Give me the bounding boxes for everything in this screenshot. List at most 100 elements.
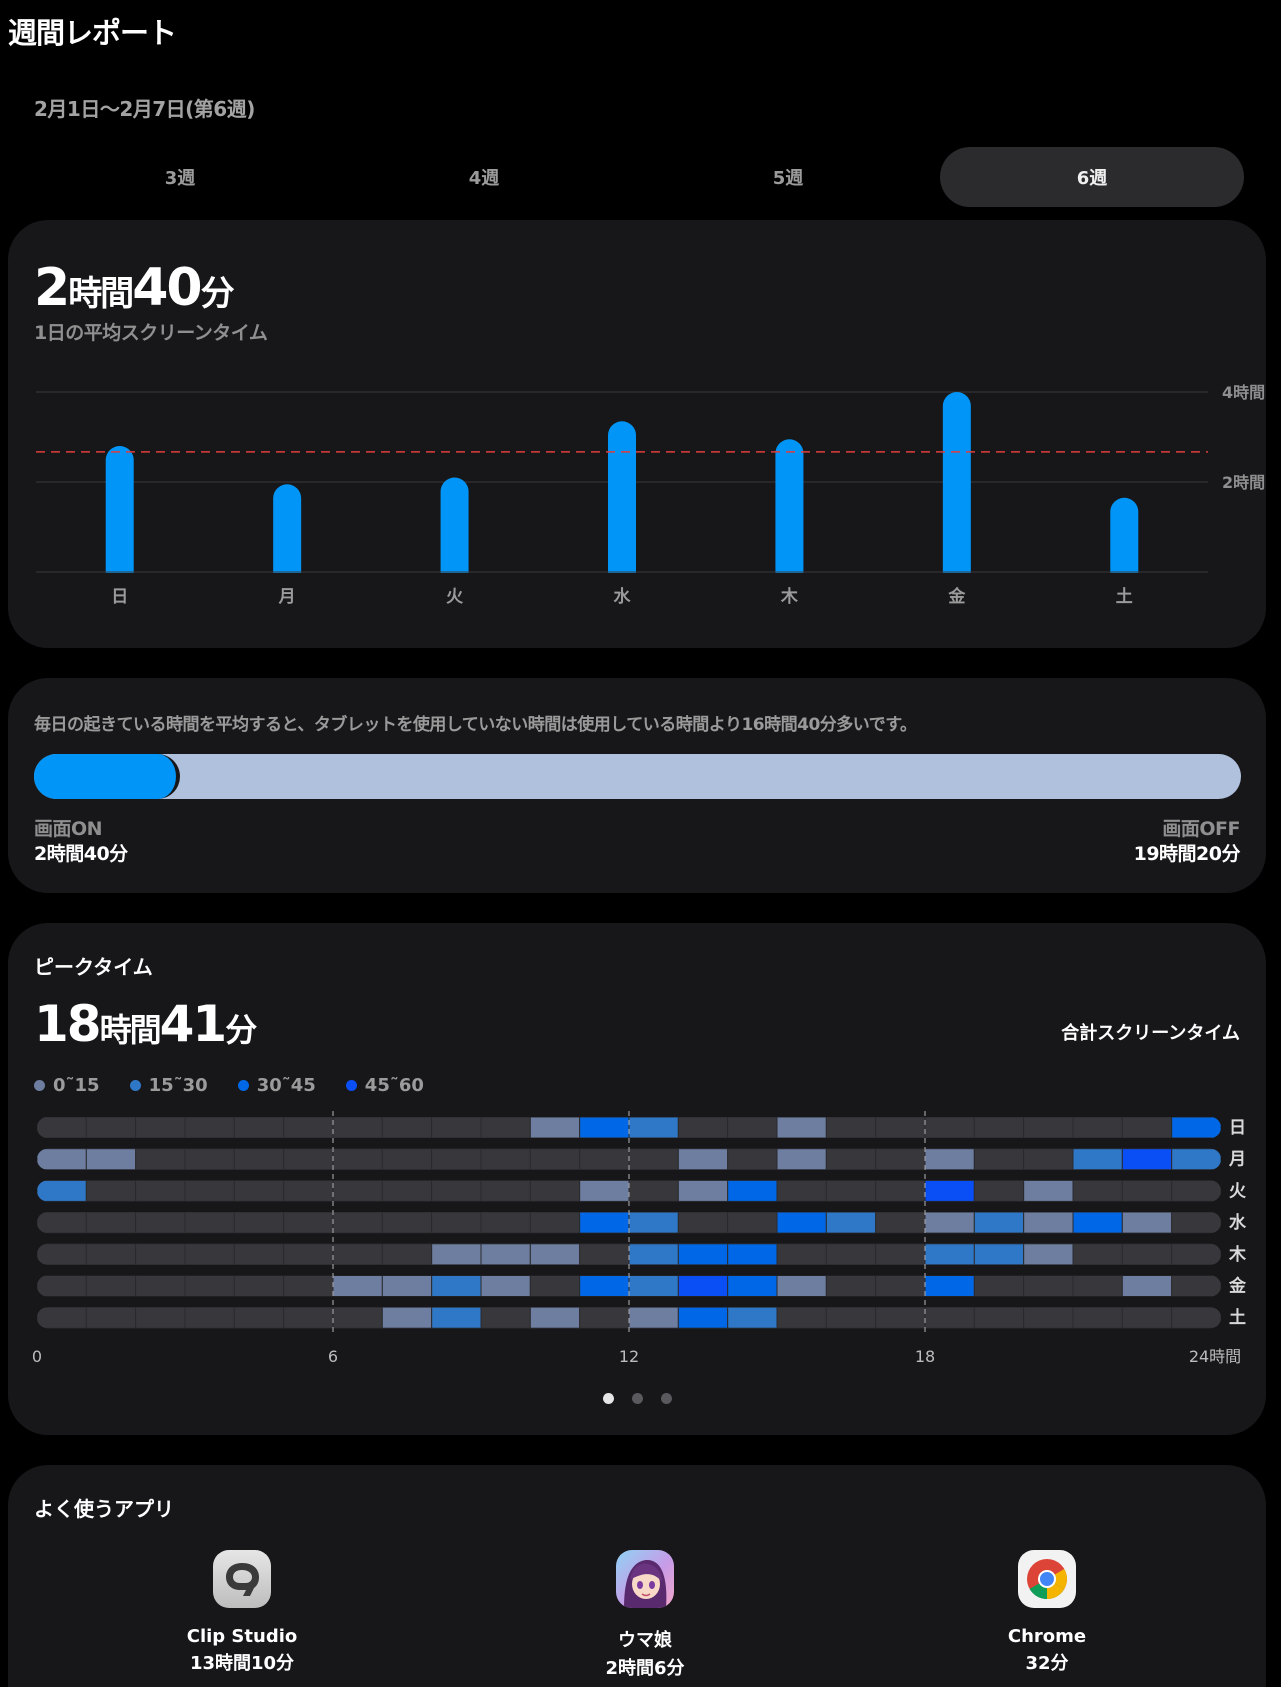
legend-label: 15˜30 bbox=[148, 1075, 208, 1096]
heatmap-cell bbox=[529, 1307, 581, 1329]
heatmap-cell bbox=[381, 1148, 433, 1170]
tab-week-3[interactable]: 3週 bbox=[164, 168, 196, 189]
heatmap-cell bbox=[283, 1307, 334, 1329]
heatmap-cell bbox=[184, 1243, 235, 1265]
heatmap-cell bbox=[677, 1275, 729, 1297]
heatmap-cell bbox=[184, 1148, 235, 1170]
heatmap-cell bbox=[1023, 1148, 1074, 1170]
day-label: 金 bbox=[947, 586, 966, 607]
bar-2 bbox=[440, 477, 469, 586]
page-dot[interactable] bbox=[602, 1393, 614, 1404]
heatmap-day-label: 水 bbox=[1229, 1212, 1247, 1233]
tab-week-5[interactable]: 5週 bbox=[772, 168, 804, 189]
heatmap-cell bbox=[579, 1180, 630, 1202]
average-minutes: 40 bbox=[132, 258, 202, 318]
heatmap-cell bbox=[924, 1180, 975, 1202]
heatmap-cell bbox=[628, 1148, 679, 1170]
tab-week-6[interactable]: 6週 bbox=[940, 147, 1244, 207]
y-tick-label: 4時間 bbox=[1222, 383, 1265, 402]
peak-title: ピークタイム bbox=[34, 955, 153, 979]
heatmap-cell bbox=[184, 1212, 235, 1234]
legend-dot bbox=[129, 1080, 141, 1091]
app-uma-musume[interactable]: ウマ娘 2時間6分 bbox=[535, 1550, 755, 1680]
peak-time-card[interactable]: ピークタイム 18時間41分 合計スクリーンタイム 0˜15 15˜30 30˜… bbox=[8, 923, 1266, 1435]
bar-4 bbox=[775, 439, 804, 586]
heatmap-cell bbox=[233, 1212, 285, 1234]
heatmap-row bbox=[37, 1148, 1221, 1170]
heatmap-cell bbox=[825, 1117, 877, 1138]
legend-label: 45˜60 bbox=[364, 1075, 424, 1096]
heatmap-cell bbox=[283, 1148, 334, 1170]
app-chrome[interactable]: Chrome 32分 bbox=[937, 1550, 1157, 1675]
app-time: 13時間10分 bbox=[189, 1653, 295, 1674]
heatmap-cell bbox=[1121, 1180, 1173, 1202]
heatmap-cell bbox=[233, 1117, 285, 1138]
heatmap-cell bbox=[1121, 1148, 1173, 1170]
heatmap-cell bbox=[677, 1117, 729, 1138]
heatmap-cell bbox=[1072, 1117, 1123, 1138]
frequent-apps-card: よく使うアプリ Clip Studio 13時間10分 ウマ娘 2時間6分 bbox=[8, 1465, 1266, 1687]
baseline-mask bbox=[36, 573, 1208, 587]
heatmap-row bbox=[37, 1307, 1221, 1329]
page-dot[interactable] bbox=[660, 1393, 672, 1404]
apps-title: よく使うアプリ bbox=[34, 1497, 174, 1521]
heatmap-cell bbox=[85, 1180, 137, 1202]
heatmap-cell bbox=[283, 1243, 334, 1265]
heatmap-cell bbox=[875, 1243, 926, 1265]
heatmap-cell bbox=[233, 1243, 285, 1265]
heatmap-cell bbox=[135, 1212, 186, 1234]
legend-dot bbox=[34, 1080, 45, 1091]
heatmap-cell bbox=[529, 1148, 581, 1170]
heatmap-cell bbox=[1171, 1180, 1221, 1202]
heatmap-cell bbox=[727, 1275, 778, 1297]
average-hours: 2 bbox=[34, 258, 70, 318]
heatmap-cell bbox=[135, 1117, 186, 1138]
heatmap-cell bbox=[628, 1180, 679, 1202]
heatmap-cell bbox=[529, 1117, 581, 1138]
heatmap-cell bbox=[381, 1307, 433, 1329]
heatmap-cell bbox=[727, 1148, 778, 1170]
heatmap-cell bbox=[875, 1307, 926, 1329]
bar-5 bbox=[942, 392, 971, 586]
total-minutes: 41 bbox=[159, 995, 228, 1053]
heatmap-cell bbox=[776, 1148, 827, 1170]
heatmap-cell bbox=[332, 1275, 383, 1297]
heatmap-cell bbox=[579, 1212, 630, 1234]
week-tabs: 3週 4週 5週 6週 bbox=[28, 147, 1244, 207]
heatmap-cell bbox=[135, 1148, 186, 1170]
daily-average-card[interactable]: 2時間40分 1日の平均スクリーンタイム 4時間 2時間日月火水木金土 bbox=[8, 220, 1266, 648]
heatmap-cell bbox=[85, 1243, 137, 1265]
heatmap-cell bbox=[776, 1275, 827, 1297]
heatmap-cell bbox=[1072, 1180, 1123, 1202]
day-label: 日 bbox=[111, 587, 128, 607]
heatmap-cell bbox=[1171, 1307, 1221, 1329]
legend-item: 30˜45 bbox=[237, 1075, 316, 1096]
heatmap-row bbox=[37, 1117, 1221, 1138]
bar-1 bbox=[273, 484, 302, 586]
heatmap-cell bbox=[1072, 1243, 1123, 1265]
heatmap-cell bbox=[1023, 1307, 1074, 1329]
total-hours: 18 bbox=[34, 995, 102, 1053]
heatmap-cell bbox=[875, 1148, 926, 1170]
heatmap-cell bbox=[381, 1275, 433, 1297]
heatmap-cell bbox=[332, 1243, 383, 1265]
page-title: 週間レポート bbox=[8, 16, 177, 50]
heatmap-cell bbox=[1023, 1180, 1074, 1202]
heatmap-cell bbox=[628, 1275, 679, 1297]
heatmap-cell bbox=[135, 1180, 186, 1202]
tab-week-4[interactable]: 4週 bbox=[468, 168, 500, 189]
y-tick-label: 2時間 bbox=[1222, 473, 1265, 492]
app-clip-studio[interactable]: Clip Studio 13時間10分 bbox=[132, 1550, 352, 1675]
heatmap-cell bbox=[135, 1243, 186, 1265]
screen-off-label: 画面OFF bbox=[1162, 818, 1240, 840]
heatmap-cell bbox=[677, 1212, 729, 1234]
heatmap-cell bbox=[480, 1148, 531, 1170]
heatmap-cell bbox=[825, 1307, 877, 1329]
heatmap-cell bbox=[85, 1212, 137, 1234]
heatmap-cell bbox=[579, 1148, 630, 1170]
heatmap-day-label: 日 bbox=[1229, 1118, 1246, 1138]
heatmap-cell bbox=[875, 1275, 926, 1297]
heatmap-cell bbox=[973, 1117, 1025, 1138]
heatmap-cell bbox=[135, 1307, 186, 1329]
page-dot[interactable] bbox=[631, 1393, 643, 1404]
